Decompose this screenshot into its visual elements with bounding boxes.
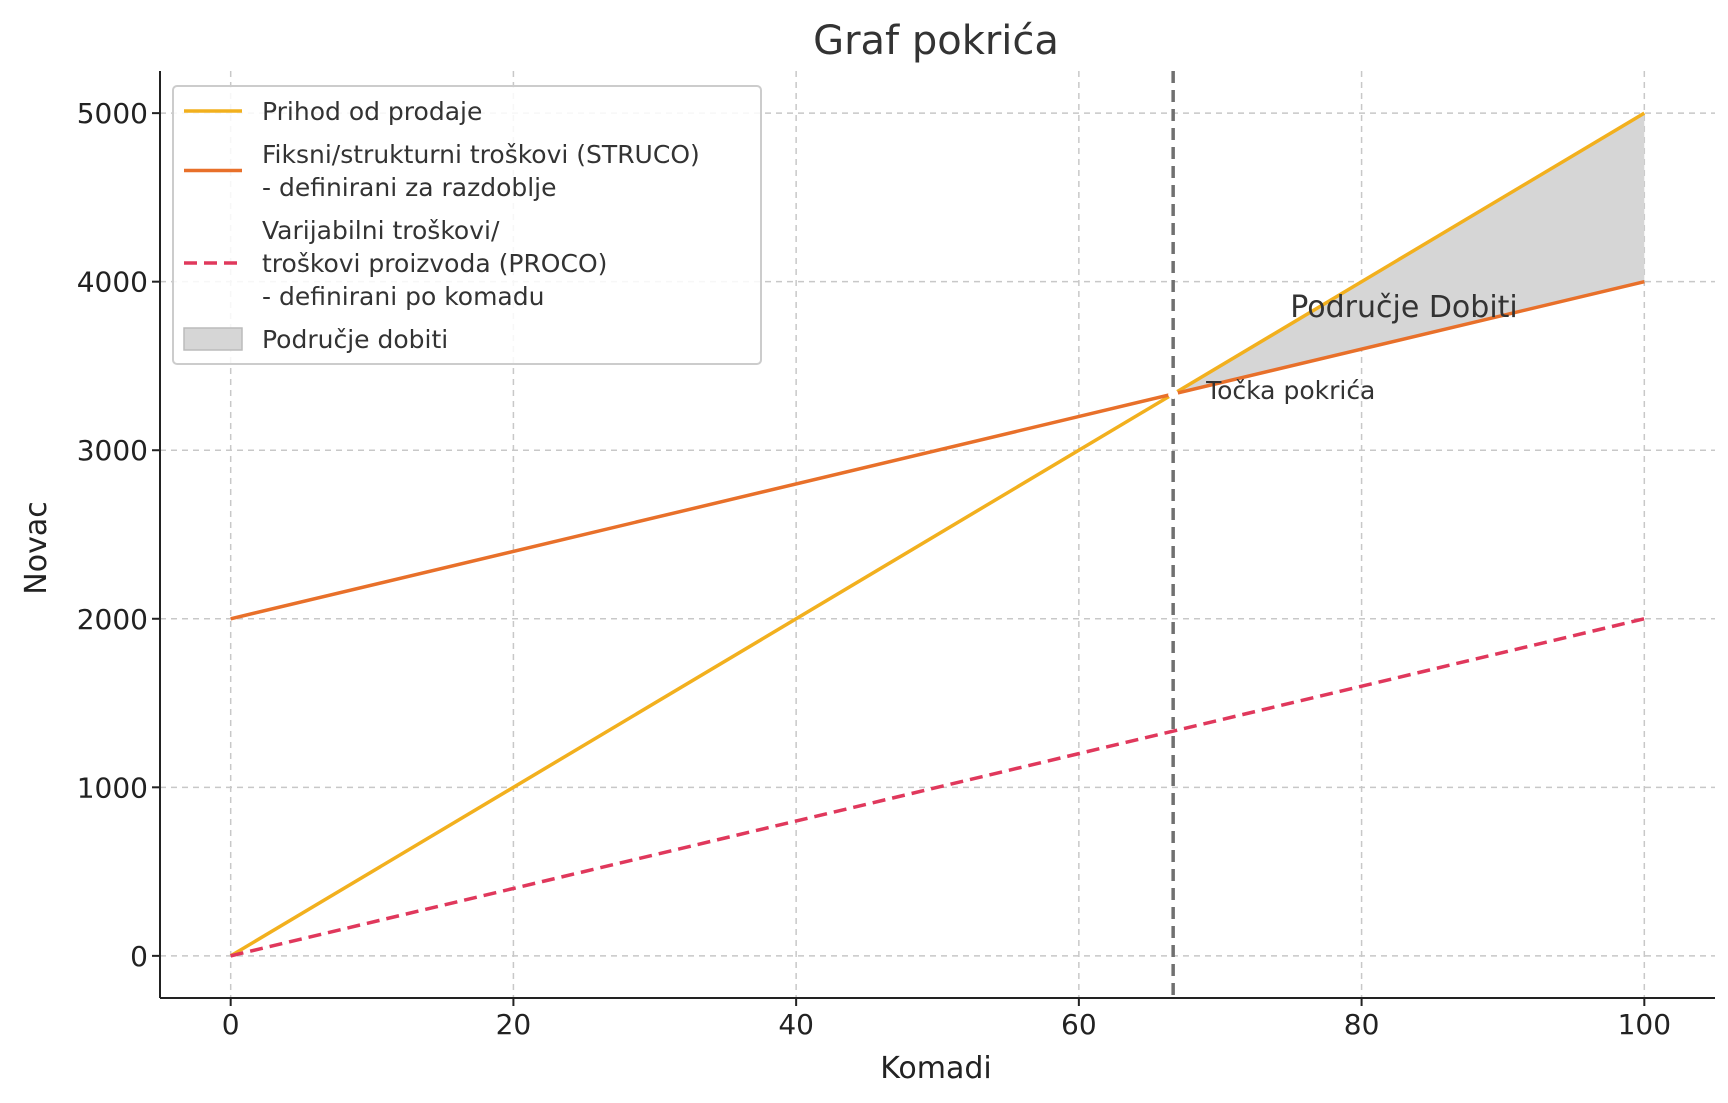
y-tick-label: 0 (130, 940, 148, 973)
legend: Prihod od prodaje Fiksni/strukturni trošk… (172, 85, 762, 365)
profit-area-annotation: Područje Dobiti (1290, 290, 1518, 325)
legend-label-3: Područje dobiti (262, 325, 448, 354)
series-line-0 (229, 111, 1646, 958)
legend-box (172, 85, 762, 365)
breakeven-point (1168, 389, 1179, 400)
breakeven-annotation: Točka pokrića (1205, 376, 1375, 405)
y-tick-label: 5000 (77, 97, 148, 130)
legend-label-0: Prihod od prodaje (262, 97, 482, 126)
x-tick-label: 0 (222, 1008, 240, 1041)
x-tick-label: 100 (1618, 1008, 1671, 1041)
x-tick-label: 60 (1061, 1008, 1097, 1041)
legend-label-1: Fiksni/strukturni troškovi (STRUCO) - def… (262, 140, 700, 202)
axes (159, 71, 1715, 999)
annotations: Područje Dobiti Točka pokrića (1205, 290, 1518, 405)
x-tick-label: 20 (496, 1008, 532, 1041)
y-tick-label: 3000 (77, 434, 148, 467)
y-axis-label: Novac (19, 501, 54, 594)
y-tick-label: 1000 (77, 771, 148, 804)
x-tick-label: 40 (778, 1008, 814, 1041)
x-tick-label: 80 (1344, 1008, 1380, 1041)
legend-swatch-3 (183, 327, 243, 351)
series-lines (229, 111, 1646, 958)
legend-label-2: Varijabilni troškovi/troškovi proizvoda … (262, 216, 607, 311)
series-line-1 (230, 279, 1645, 621)
y-tick-label: 2000 (77, 603, 148, 636)
chart-title: Graf pokrića (813, 18, 1059, 64)
y-tick-label: 4000 (77, 266, 148, 299)
x-axis-label: Komadi (880, 1051, 992, 1086)
series-line-2 (230, 617, 1645, 958)
